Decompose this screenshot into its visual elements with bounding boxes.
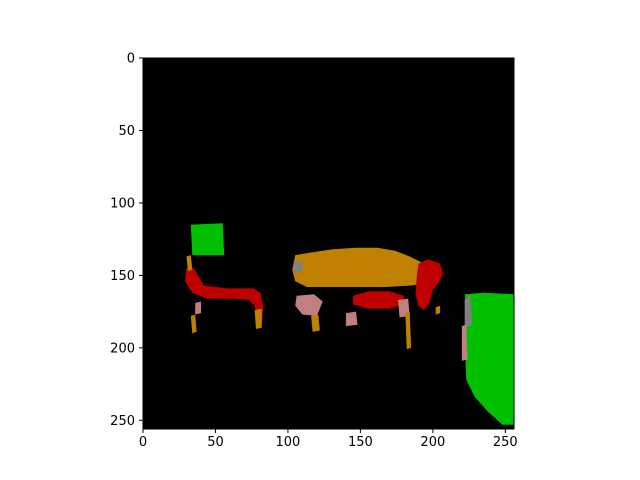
segment-region-orange-2 bbox=[292, 247, 433, 287]
segment-region-pink-14 bbox=[195, 301, 201, 315]
y-tick-label: 250 bbox=[110, 414, 135, 429]
segment-region-orange-16 bbox=[254, 308, 262, 329]
heatmap-image bbox=[143, 58, 514, 429]
y-tick-label: 200 bbox=[110, 341, 135, 356]
segment-region-gray-15 bbox=[293, 260, 303, 273]
y-tick-label: 50 bbox=[118, 124, 135, 139]
segment-region-pink-6 bbox=[295, 294, 323, 316]
y-tick-label: 0 bbox=[127, 52, 135, 67]
x-tick-label: 100 bbox=[276, 435, 301, 450]
segment-region-red-4 bbox=[415, 259, 443, 311]
x-tick-label: 200 bbox=[420, 435, 445, 450]
segment-region-red-5 bbox=[353, 291, 404, 309]
segment-region-red-3 bbox=[185, 268, 264, 325]
x-tick-label: 150 bbox=[348, 435, 373, 450]
y-axis: 0 50 100 150 200 250 bbox=[110, 52, 143, 429]
segment-region-orange-10 bbox=[435, 305, 441, 315]
segment-region-orange-18 bbox=[186, 255, 193, 271]
axes-frame bbox=[142, 57, 515, 430]
x-axis: 0 50 100 150 200 250 bbox=[139, 429, 518, 450]
y-tick-label: 150 bbox=[110, 269, 135, 284]
x-tick-label: 0 bbox=[139, 435, 147, 450]
x-tick-label: 50 bbox=[207, 435, 224, 450]
y-tick-label: 100 bbox=[110, 196, 135, 211]
segment-region-gray-11 bbox=[464, 295, 472, 328]
segment-region-pink-9 bbox=[345, 311, 358, 327]
segment-region-orange-17 bbox=[405, 311, 412, 350]
segment-region-green-0 bbox=[190, 223, 225, 256]
segment-region-orange-13 bbox=[190, 314, 197, 334]
segment-region-orange-8 bbox=[311, 314, 320, 332]
segment-region-green-1 bbox=[464, 292, 514, 425]
x-tick-label: 250 bbox=[493, 435, 518, 450]
segment-region-pink-12 bbox=[461, 324, 468, 361]
